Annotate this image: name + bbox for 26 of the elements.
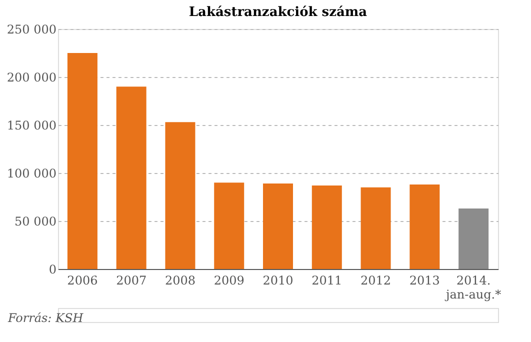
bar — [214, 182, 244, 269]
bar — [360, 187, 391, 269]
x-tick-label: 2014. jan-aug.* — [444, 274, 502, 302]
bar — [410, 184, 440, 269]
x-tick-label: 2008 — [164, 274, 196, 288]
x-tick-label: 2012 — [360, 274, 392, 288]
bar — [67, 53, 98, 269]
bar — [312, 185, 342, 269]
bar — [458, 208, 489, 269]
chart-title: Lakástranzakciók száma — [188, 5, 368, 20]
x-tick-label: 2009 — [214, 274, 244, 288]
x-tick-label: 2010 — [262, 274, 294, 288]
text: Forrás: KSH — [7, 311, 84, 325]
x-tick-label: 2013 — [409, 274, 440, 288]
x-tick-label: 2006 — [67, 274, 98, 288]
y-tick-label: 50 000 — [14, 214, 56, 228]
y-tick-label: 100 000 — [6, 166, 56, 180]
x-tick-label: 2007 — [116, 274, 147, 288]
y-tick-label: 0 — [48, 262, 56, 276]
y-tick-label: 250 000 — [6, 22, 56, 36]
bar — [263, 184, 293, 269]
x-tick-label: 2011 — [312, 274, 342, 288]
bar — [116, 86, 146, 269]
bar — [165, 122, 196, 269]
y-tick-label: 150 000 — [6, 118, 56, 132]
y-tick-label: 200 000 — [6, 70, 56, 84]
